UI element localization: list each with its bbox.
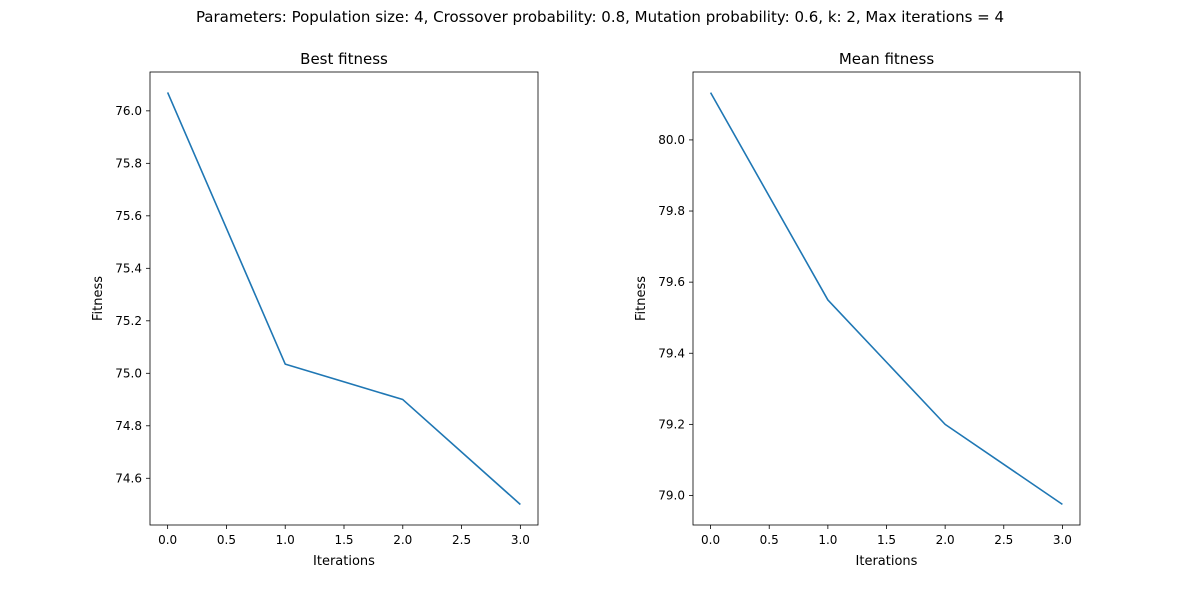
chart-panel-2: 0.0 0.5 1.0 1.5 2.0 2.5 3.0 79.0 79.2 79.4 79.6 79.… [634,50,1081,569]
y-tick-label: 79.0 [658,488,685,502]
x-tick-label: 1.5 [334,533,353,547]
x-tick-label: 2.0 [936,533,955,547]
series-line-1 [166,92,521,506]
y-tick-label: 79.4 [658,346,685,360]
x-tick-label: 2.5 [452,533,471,547]
figure-suptitle: Parameters: Population size: 4, Crossove… [195,8,1005,26]
y-tick-label: 74.8 [115,419,142,433]
x-tick-label: 0.0 [701,533,720,547]
chart-title: Mean fitness [839,50,935,68]
x-tick-label: 0.0 [158,533,177,547]
x-axis-label: Iterations [313,554,375,569]
x-tick-label: 0.5 [217,533,236,547]
y-tick-label: 80.0 [658,133,685,147]
x-tick-label: 3.0 [1053,533,1072,547]
x-tick-label: 2.5 [994,533,1013,547]
y-tick-label: 79.2 [658,417,685,431]
x-tick-label: 2.0 [393,533,412,547]
y-axis-label: Fitness [634,276,649,321]
y-tick-label: 79.6 [658,275,685,289]
x-axis-label: Iterations [856,554,918,569]
y-tick-label: 75.4 [115,261,142,275]
y-tick-label: 75.6 [115,209,142,223]
plot-area-frame [149,71,539,526]
plot-area-frame [692,71,1081,526]
x-tick-label: 1.0 [818,533,837,547]
y-axis-label: Fitness [91,276,106,321]
y-tick-label: 74.6 [115,471,142,485]
chart-title: Best fitness [300,50,388,68]
x-tick-label: 3.0 [511,533,530,547]
y-tick-label: 79.8 [658,204,685,218]
y-tick-label: 75.0 [115,366,142,380]
x-tick-label: 0.5 [760,533,779,547]
y-tick-label: 75.8 [115,156,142,170]
chart-panel-1: 0.0 0.5 1.0 1.5 2.0 2.5 3.0 74.6 74.8 75.0 75.2 75.… [91,50,539,569]
y-tick-label: 76.0 [115,104,142,118]
y-tick-label: 75.2 [115,314,142,328]
x-tick-label: 1.5 [877,533,896,547]
x-tick-label: 1.0 [276,533,295,547]
series-line-1 [709,92,1063,506]
